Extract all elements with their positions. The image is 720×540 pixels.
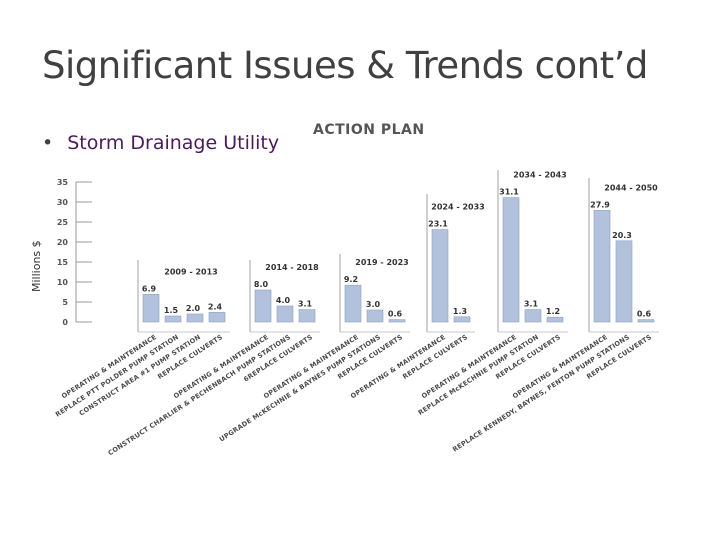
bar [593, 210, 611, 323]
bar-value-label: 4.0 [276, 296, 291, 305]
bar [453, 316, 471, 323]
period-label: 2044 - 2050 [604, 183, 658, 192]
slide-title: Significant Issues & Trends cont’d [42, 44, 648, 87]
bar [524, 309, 542, 323]
bar-value-label: 31.1 [499, 188, 519, 197]
bar-value-label: 1.5 [164, 306, 179, 315]
bar-value-label: 1.3 [453, 307, 467, 316]
bar-value-label: 2.4 [208, 302, 223, 311]
bar-value-label: 1.2 [546, 307, 560, 316]
period-label: 2034 - 2043 [513, 171, 566, 180]
bar-value-label: 0.6 [388, 310, 403, 319]
bar-value-label: 9.2 [344, 275, 358, 284]
group-separators [137, 170, 659, 333]
bar-value-label: 3.0 [366, 300, 381, 309]
period-label: 2009 - 2013 [164, 267, 217, 276]
bar [298, 309, 316, 323]
y-tick-label: 20 [57, 238, 69, 247]
action-plan-label: ACTION PLAN [313, 122, 425, 138]
bar [276, 305, 294, 323]
bar [615, 240, 633, 323]
bullet-dot-icon: • [42, 132, 54, 154]
bar-value-label: 3.1 [298, 300, 313, 309]
bar-value-label: 23.1 [428, 220, 448, 229]
bar-value-label: 27.9 [590, 200, 610, 209]
bar [502, 197, 520, 323]
y-tick-label: 25 [57, 218, 69, 227]
period-label: 2014 - 2018 [265, 263, 319, 272]
period-label: 2024 - 2033 [431, 203, 484, 212]
bar-value-label: 3.1 [524, 300, 539, 309]
bar-value-label: 20.3 [612, 231, 632, 240]
y-tick-label: 15 [57, 258, 69, 267]
y-axis: Millions $ 0 5 10 15 20 25 30 35 [30, 178, 92, 327]
period-label: 2019 - 2023 [355, 258, 408, 267]
bar [186, 313, 204, 323]
bar [344, 284, 362, 323]
bar-value-label: 2.0 [186, 304, 201, 313]
bars [142, 197, 655, 323]
bar [164, 315, 182, 323]
bar-value-label: 8.0 [254, 280, 269, 289]
y-axis-label: Millions $ [30, 240, 43, 292]
bar-value-label: 0.6 [637, 310, 652, 319]
bar [254, 289, 272, 323]
bar [431, 229, 449, 323]
bar [366, 309, 384, 323]
bar [388, 319, 406, 323]
bar [208, 312, 226, 323]
y-tick-label: 5 [62, 298, 68, 307]
bar [637, 319, 655, 323]
y-tick-label: 30 [57, 198, 69, 207]
y-tick-label: 0 [62, 318, 68, 327]
y-tick-label: 35 [57, 178, 69, 187]
bar [546, 316, 564, 323]
bullet-item: • Storm Drainage Utility [42, 132, 279, 154]
bar-value-label: 6.9 [142, 284, 157, 293]
bullet-text: Storm Drainage Utility [67, 132, 280, 154]
bar [142, 294, 160, 323]
y-tick-label: 10 [57, 278, 69, 287]
